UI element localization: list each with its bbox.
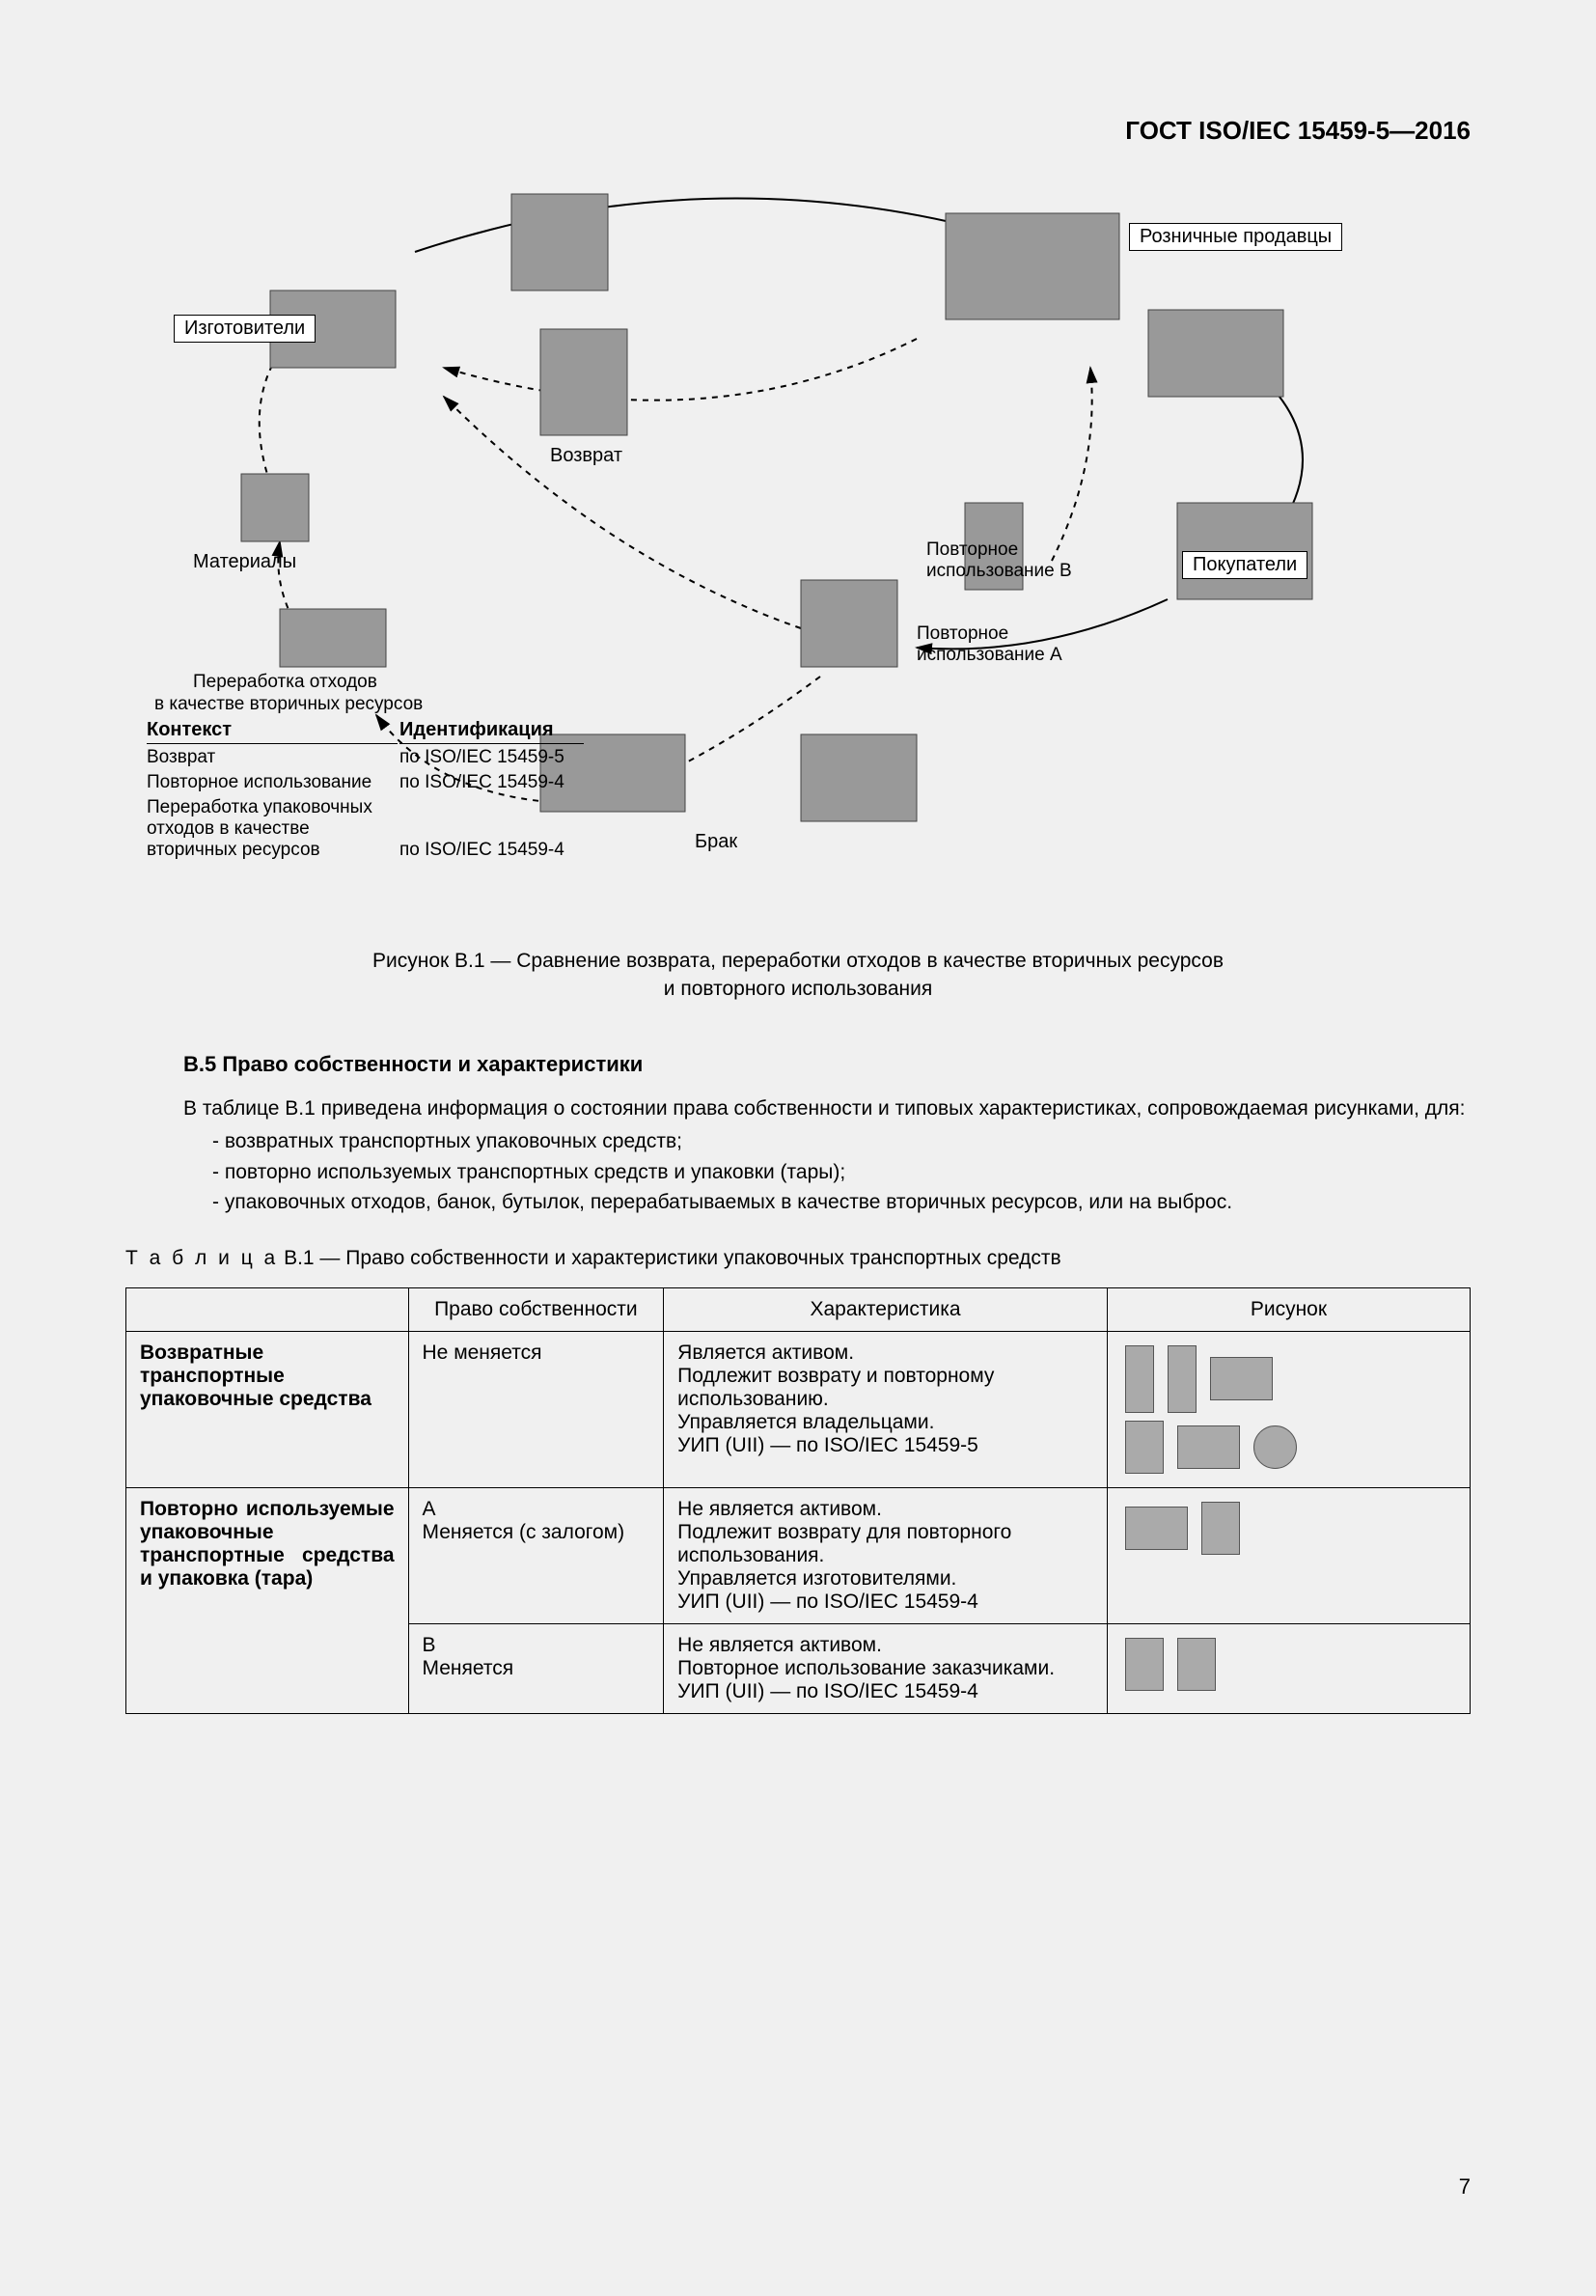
table-caption-rest: B.1 — Право собственности и характеристи… bbox=[278, 1247, 1060, 1269]
table-caption-prefix: Т а б л и ц а bbox=[125, 1247, 278, 1269]
ctx-header-context: Контекст bbox=[147, 717, 398, 744]
row-ownership: Не меняется bbox=[408, 1331, 664, 1487]
label-reuseb-1: Повторное bbox=[926, 539, 1018, 561]
row-images bbox=[1107, 1331, 1470, 1487]
row-name: Возвратные транспортные упаковочные сред… bbox=[126, 1331, 409, 1487]
crate-icon bbox=[1125, 1507, 1188, 1550]
row-characteristic: Не является активом.Подлежит возврату дл… bbox=[664, 1487, 1108, 1623]
ctx-row-context: Возврат bbox=[147, 746, 398, 769]
bullet-item: упаковочных отходов, банок, бутылок, пер… bbox=[212, 1187, 1471, 1218]
label-retailers: Розничные продавцы bbox=[1129, 223, 1342, 251]
row-name: Повторно используемые упаковочные трансп… bbox=[126, 1487, 409, 1713]
bullet-item: возвратных транспортных упаковочных сред… bbox=[212, 1126, 1471, 1157]
rti-icon bbox=[1177, 1425, 1240, 1469]
standard-header: ГОСТ ISO/IEC 15459-5—2016 bbox=[125, 116, 1471, 146]
row-ownership: BМеняется bbox=[408, 1623, 664, 1713]
figure-b1-diagram: Изготовители Розничные продавцы Возврат … bbox=[125, 175, 1471, 927]
bag-icon bbox=[1125, 1638, 1164, 1691]
label-buyers: Покупатели bbox=[1182, 551, 1307, 579]
table-row: Повторно используемые упаковочные трансп… bbox=[126, 1487, 1471, 1623]
figure-caption: Рисунок B.1 — Сравнение возврата, перера… bbox=[125, 947, 1471, 1004]
label-recycling-2: в качестве вторичных ресурсов bbox=[154, 694, 423, 715]
table-row: Возвратные транспортные упаковочные сред… bbox=[126, 1331, 1471, 1487]
ctx-header-id: Идентификация bbox=[399, 717, 584, 744]
rti-icon bbox=[1125, 1421, 1164, 1474]
rti-icon bbox=[1253, 1425, 1297, 1469]
label-reusea-1: Повторное bbox=[917, 623, 1008, 645]
row-images bbox=[1107, 1623, 1470, 1713]
bullet-item: повторно используемых транспортных средс… bbox=[212, 1157, 1471, 1188]
label-reuseb-2: использование B bbox=[926, 561, 1072, 582]
ctx-row-context: Переработка упаковочных отходов в качест… bbox=[147, 796, 398, 862]
label-manufacturers: Изготовители bbox=[174, 315, 316, 343]
ctx-row-context: Повторное использование bbox=[147, 771, 398, 794]
ctx-row-id: по ISO/IEC 15459-4 bbox=[399, 796, 584, 862]
th-picture: Рисунок bbox=[1107, 1287, 1470, 1331]
th-characteristic: Характеристика bbox=[664, 1287, 1108, 1331]
row-images bbox=[1107, 1487, 1470, 1623]
label-materials: Материалы bbox=[193, 551, 296, 573]
th-blank bbox=[126, 1287, 409, 1331]
row-ownership: AМеняется (с залогом) bbox=[408, 1487, 664, 1623]
label-reject: Брак bbox=[695, 831, 737, 853]
label-recycling-1: Переработка отходов bbox=[193, 672, 377, 693]
table-b1-caption: Т а б л и ц а B.1 — Право собственности … bbox=[125, 1247, 1471, 1270]
label-return: Возврат bbox=[550, 445, 622, 467]
rti-icon bbox=[1168, 1345, 1197, 1413]
page: ГОСТ ISO/IEC 15459-5—2016 bbox=[0, 19, 1596, 2277]
figure-caption-line2: и повторного использования bbox=[664, 978, 932, 1000]
table-b1: Право собственности Характеристика Рисун… bbox=[125, 1287, 1471, 1714]
page-number: 7 bbox=[1459, 2174, 1471, 2199]
bottle-icon bbox=[1201, 1502, 1240, 1555]
section-b5-heading: B.5 Право собственности и характеристики bbox=[183, 1052, 1471, 1077]
figure-caption-line1: Рисунок B.1 — Сравнение возврата, перера… bbox=[372, 950, 1224, 972]
th-ownership: Право собственности bbox=[408, 1287, 664, 1331]
label-reusea-2: использование A bbox=[917, 645, 1062, 666]
row-characteristic: Является активом.Подлежит возврату и пов… bbox=[664, 1331, 1108, 1487]
context-id-table: Контекст Идентификация Возврат по ISO/IE… bbox=[145, 715, 586, 864]
rti-icon bbox=[1125, 1345, 1154, 1413]
ctx-row-id: по ISO/IEC 15459-4 bbox=[399, 771, 584, 794]
row-characteristic: Не является активом.Повторное использова… bbox=[664, 1623, 1108, 1713]
ctx-row-id: по ISO/IEC 15459-5 bbox=[399, 746, 584, 769]
rti-icon bbox=[1210, 1357, 1273, 1400]
section-intro: В таблице B.1 приведена информация о сос… bbox=[125, 1094, 1471, 1122]
bullet-list: возвратных транспортных упаковочных сред… bbox=[212, 1126, 1471, 1218]
bottle-icon bbox=[1177, 1638, 1216, 1691]
